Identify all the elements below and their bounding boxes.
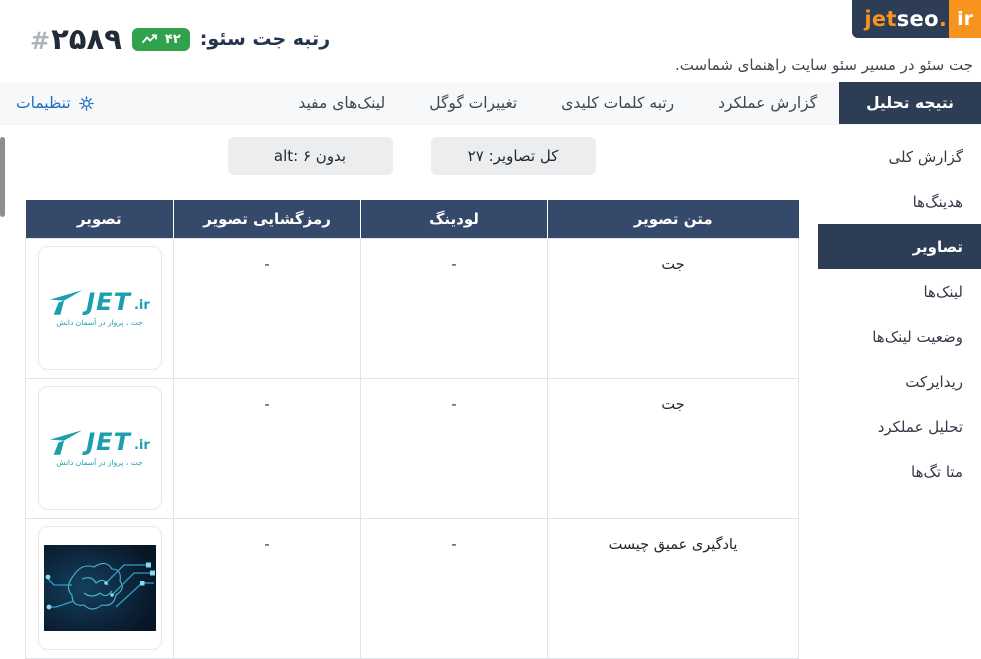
sidebar-item-meta-tags[interactable]: متا تگ‌ها bbox=[911, 462, 963, 481]
trend-up-icon bbox=[141, 34, 157, 44]
image-cell: JET .ir جت ، پرواز در آسمان دانش bbox=[25, 377, 174, 519]
table-row: جت - - JET .ir bbox=[25, 237, 799, 379]
tab-google-changes[interactable]: تغییرات گوگل bbox=[429, 94, 518, 112]
jetseo-logo[interactable]: jet seo. ir bbox=[852, 0, 981, 38]
rank-number: # ۲۵۸۹ bbox=[30, 22, 122, 56]
table-row: یادگیری عمیق چیست - - bbox=[25, 517, 799, 659]
main-nav: نتیجه تحلیل گزارش عملکرد رتبه کلمات کلید… bbox=[0, 82, 981, 125]
jet-logo-thumbnail[interactable]: JET .ir جت ، پرواز در آسمان دانش bbox=[37, 385, 162, 510]
image-stats: کل تصاویر: ۲۷ بدون alt: ۶ bbox=[25, 137, 798, 175]
jet-swoosh-icon bbox=[50, 429, 83, 455]
images-report-panel: کل تصاویر: ۲۷ بدون alt: ۶ متن تصویر لودی… bbox=[25, 126, 799, 659]
tab-keyword-rank[interactable]: رتبه کلمات کلیدی bbox=[561, 94, 675, 112]
settings-label: تنظیمات bbox=[16, 94, 71, 112]
jet-logo-image: JET .ir جت ، پرواز در آسمان دانش bbox=[49, 288, 150, 327]
decoding-cell: - bbox=[173, 237, 361, 379]
sidebar-item-redirect[interactable]: ریدایرکت bbox=[905, 372, 963, 391]
sidebar-item-overall-report[interactable]: گزارش کلی bbox=[888, 147, 963, 166]
decoding-cell: - bbox=[173, 377, 361, 519]
alt-text-cell: جت bbox=[547, 237, 799, 379]
brain-circuit-thumbnail[interactable] bbox=[37, 525, 162, 650]
logo-ir-badge: ir bbox=[949, 0, 981, 38]
col-header-image: تصویر bbox=[25, 200, 174, 238]
site-tagline: جت سئو در مسیر سئو سایت راهنمای شماست. bbox=[675, 56, 973, 74]
sidebar-item-images[interactable]: تصاویر bbox=[818, 224, 981, 269]
jet-logo-image: JET .ir جت ، پرواز در آسمان دانش bbox=[49, 428, 150, 467]
total-images-chip: کل تصاویر: ۲۷ bbox=[430, 137, 596, 175]
gear-icon bbox=[78, 95, 94, 111]
page-header: jet seo. ir جت سئو در مسیر سئو سایت راهنم… bbox=[0, 0, 981, 82]
sidebar-item-links[interactable]: لینک‌ها bbox=[923, 282, 963, 301]
logo-seo-text: seo bbox=[896, 7, 939, 31]
seo-rank: رتبه جت سئو: ۴۲ # ۲۵۸۹ bbox=[30, 22, 330, 56]
rank-digits: ۲۵۸۹ bbox=[51, 22, 122, 56]
col-header-loading: لودینگ bbox=[360, 200, 548, 238]
images-table: متن تصویر لودینگ رمزگشایی تصویر تصویر جت… bbox=[25, 200, 799, 659]
table-header-row: متن تصویر لودینگ رمزگشایی تصویر تصویر bbox=[25, 200, 799, 238]
sidebar-item-performance-analysis[interactable]: تحلیل عملکرد bbox=[877, 417, 963, 436]
settings-button[interactable]: تنظیمات bbox=[16, 82, 95, 124]
alt-text-cell: جت bbox=[547, 377, 799, 519]
sidebar-item-headings[interactable]: هدینگ‌ها bbox=[912, 192, 963, 211]
col-header-decoding: رمزگشایی تصویر bbox=[173, 200, 361, 238]
rank-change-value: ۴۲ bbox=[164, 31, 181, 47]
tab-analysis-result[interactable]: نتیجه تحلیل bbox=[839, 82, 981, 124]
logo-jet-text: jet bbox=[864, 7, 897, 31]
tab-useful-links[interactable]: لینک‌های مفید bbox=[298, 94, 386, 112]
jet-swoosh-icon bbox=[50, 289, 83, 315]
rank-label: رتبه جت سئو: bbox=[199, 28, 331, 50]
image-cell bbox=[25, 517, 174, 659]
loading-cell: - bbox=[360, 377, 548, 519]
page-scrollbar[interactable] bbox=[0, 137, 5, 217]
table-row: جت - - JET .ir bbox=[25, 377, 799, 519]
decoding-cell: - bbox=[173, 517, 361, 659]
loading-cell: - bbox=[360, 237, 548, 379]
alt-text-cell: یادگیری عمیق چیست bbox=[547, 517, 799, 659]
rank-hash: # bbox=[30, 27, 51, 55]
image-cell: JET .ir جت ، پرواز در آسمان دانش bbox=[25, 237, 174, 379]
brain-circuit-image bbox=[43, 544, 156, 631]
report-sidebar: گزارش کلی هدینگ‌ها تصاویر لینک‌ها وضعیت … bbox=[818, 126, 981, 601]
nav-tabs: نتیجه تحلیل گزارش عملکرد رتبه کلمات کلید… bbox=[276, 82, 981, 124]
logo-dot: . bbox=[938, 7, 948, 31]
jet-logo-thumbnail[interactable]: JET .ir جت ، پرواز در آسمان دانش bbox=[37, 245, 162, 370]
col-header-alt-text: متن تصویر bbox=[547, 200, 799, 238]
loading-cell: - bbox=[360, 517, 548, 659]
tab-performance-report[interactable]: گزارش عملکرد bbox=[718, 94, 818, 112]
missing-alt-chip: بدون alt: ۶ bbox=[227, 137, 393, 175]
rank-change-badge: ۴۲ bbox=[131, 27, 190, 51]
sidebar-item-links-status[interactable]: وضعیت لینک‌ها bbox=[872, 327, 963, 346]
